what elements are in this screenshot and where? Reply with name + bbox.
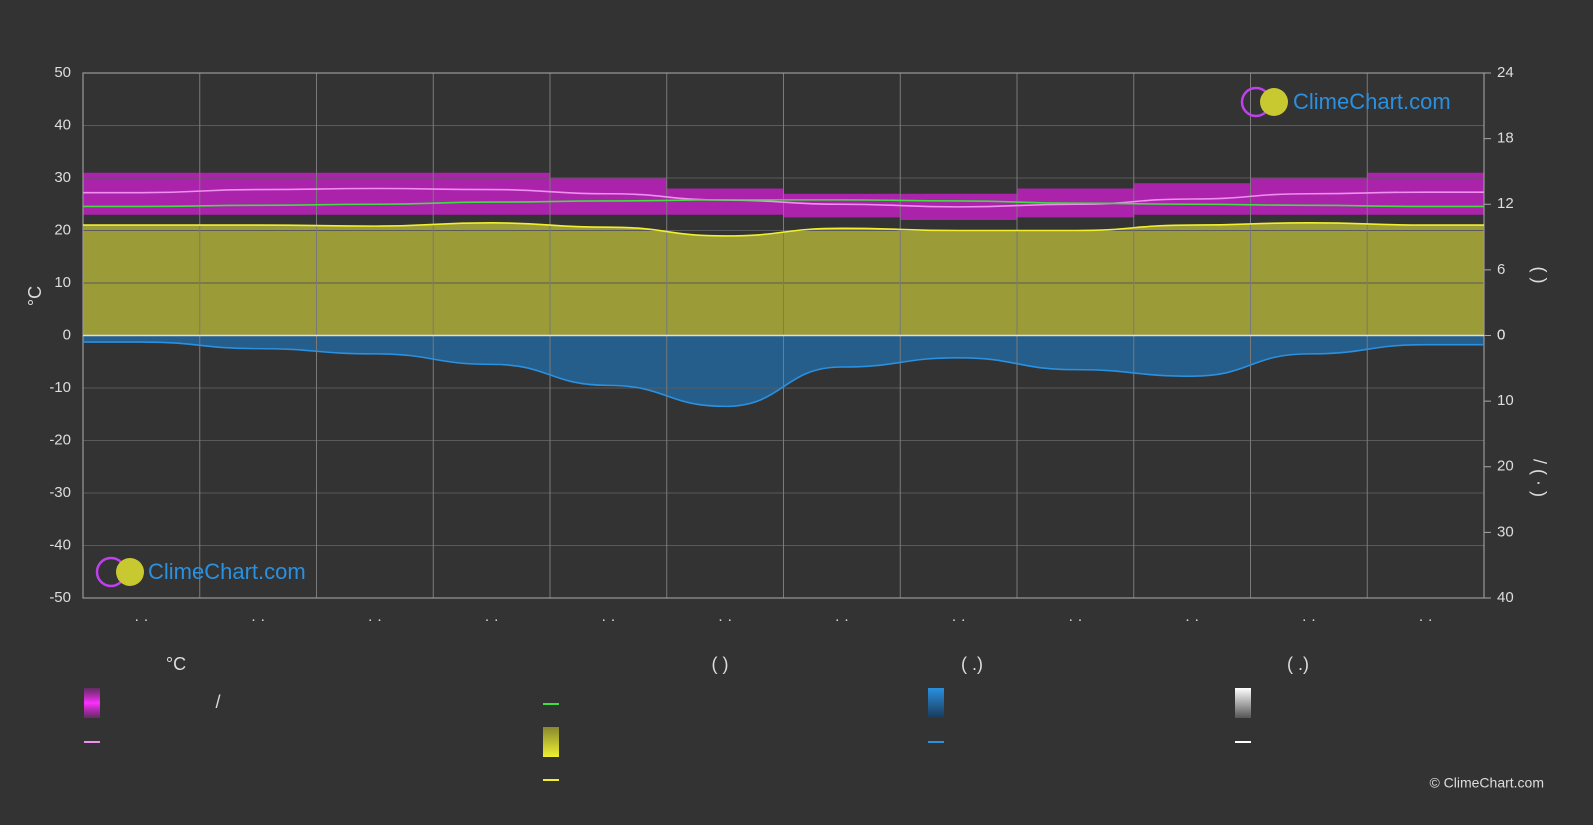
temp-range-bar — [199, 172, 317, 215]
x-tick-label: · · — [1185, 611, 1199, 628]
y2-tick-label: 18 — [1497, 130, 1514, 147]
temp-range-bar — [550, 178, 667, 215]
x-tick-label: · · — [1302, 611, 1316, 628]
series-line — [83, 341, 1484, 408]
y3-tick-label: 10 — [1497, 392, 1514, 409]
temp-range-bar — [1250, 178, 1368, 215]
x-tick-label: · · — [952, 611, 966, 628]
y3-axis-label: / ( · ) — [1529, 459, 1549, 497]
series-line — [83, 187, 1484, 208]
logo-bottom: ClimeChart.com — [95, 556, 306, 588]
temp-range-bar — [316, 172, 434, 215]
y2-axis-label: ( ) — [1529, 267, 1549, 284]
legend-heading: ( .) — [961, 654, 983, 674]
x-tick-label: · · — [835, 611, 849, 628]
legend-heading: ( .) — [1287, 654, 1309, 674]
logo-text: ClimeChart.com — [148, 559, 306, 584]
y-tick-label: -20 — [49, 431, 71, 448]
legend-heading: °C — [166, 654, 186, 674]
x-tick-label: · · — [485, 611, 499, 628]
series-line — [83, 222, 1484, 237]
legend-note: / — [215, 692, 220, 712]
y-tick-label: 10 — [54, 274, 71, 291]
lines — [83, 187, 1484, 408]
x-tick-label: · · — [601, 611, 615, 628]
legend-swatch — [84, 688, 100, 718]
copyright: © ClimeChart.com — [1429, 775, 1544, 791]
logo-sun — [1260, 88, 1288, 116]
x-tick-label: · · — [1068, 611, 1082, 628]
grid — [82, 72, 1491, 599]
y-tick-label: 0 — [63, 326, 71, 343]
temp-range-bar — [83, 172, 200, 215]
y3-tick-label: 30 — [1497, 523, 1514, 540]
y-tick-label: -40 — [49, 536, 71, 553]
logo-top: ClimeChart.com — [1240, 86, 1451, 118]
texts: -50-40-30-20-100102030405006121824010203… — [49, 64, 1513, 628]
y3-tick-label: 20 — [1497, 458, 1514, 475]
legend-heading: ( ) — [712, 654, 729, 674]
y-tick-label: -10 — [49, 379, 71, 396]
x-tick-label: · · — [718, 611, 732, 628]
logo-text: ClimeChart.com — [1293, 89, 1451, 114]
y-tick-label: 20 — [54, 221, 71, 238]
y-tick-label: 50 — [54, 64, 71, 81]
y2-tick-label: 6 — [1497, 261, 1505, 278]
y3-tick-label: 40 — [1497, 589, 1514, 606]
legend-swatch — [928, 688, 944, 718]
y-tick-label: 30 — [54, 169, 71, 186]
legend-swatch — [543, 727, 559, 757]
temp-range-bar — [1367, 172, 1484, 215]
y-tick-label: -30 — [49, 484, 71, 501]
y2-tick-label: 0 — [1497, 326, 1505, 343]
y-axis-label: °C — [25, 286, 45, 306]
y3-tick-label: 0 — [1497, 326, 1505, 343]
y-tick-label: -50 — [49, 589, 71, 606]
temp-range-bar — [433, 172, 550, 215]
series-line — [83, 199, 1484, 208]
y-tick-label: 40 — [54, 116, 71, 133]
y2-tick-label: 24 — [1497, 64, 1514, 81]
logo-sun — [116, 558, 144, 586]
x-tick-label: · · — [368, 611, 382, 628]
x-tick-label: · · — [251, 611, 265, 628]
y2-tick-label: 12 — [1497, 195, 1514, 212]
legend-swatch — [1235, 688, 1251, 718]
x-tick-label: · · — [134, 611, 148, 628]
x-tick-label: · · — [1419, 611, 1433, 628]
